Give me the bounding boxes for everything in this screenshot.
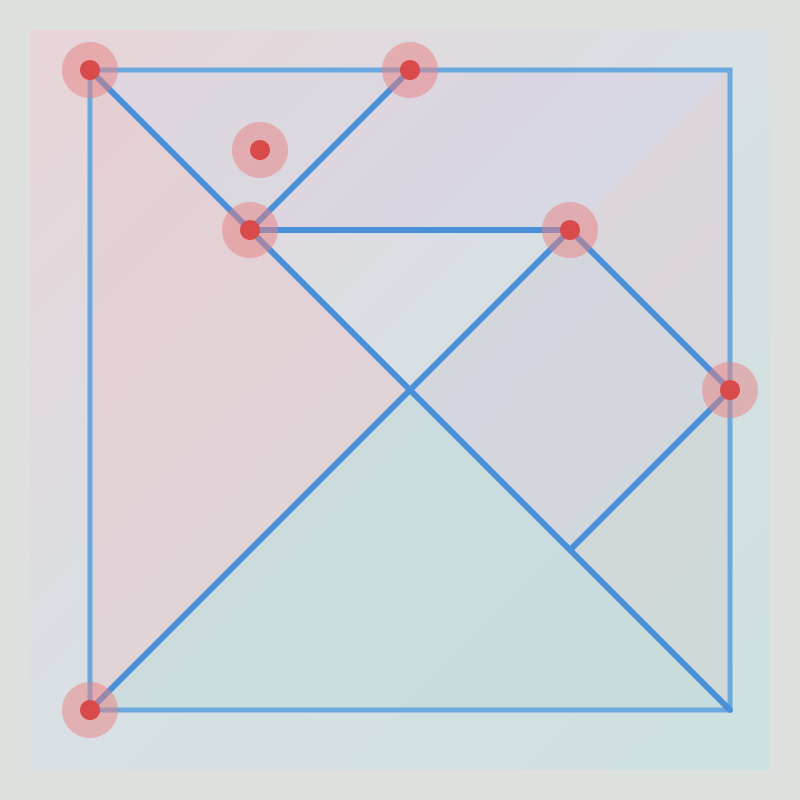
- dot-ml[interactable]: [240, 220, 260, 240]
- dot-tl[interactable]: [80, 60, 100, 80]
- dot-bl[interactable]: [80, 700, 100, 720]
- dot-tm[interactable]: [400, 60, 420, 80]
- dot-right[interactable]: [720, 380, 740, 400]
- dot-mr[interactable]: [560, 220, 580, 240]
- dot-floating[interactable]: [250, 140, 270, 160]
- tangram-diagram: [30, 30, 770, 770]
- tangram-svg: [30, 30, 770, 770]
